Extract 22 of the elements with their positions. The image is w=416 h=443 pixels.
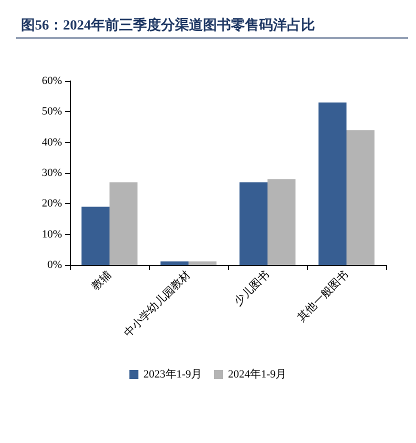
legend-label: 2024年1-9月 [228, 368, 287, 380]
bar [110, 182, 138, 265]
x-tick-label: 其他一般图书 [294, 268, 351, 324]
bar [188, 261, 216, 265]
legend-label: 2023年1-9月 [143, 368, 202, 380]
y-tick-label: 60% [42, 75, 62, 87]
x-tick-label: 教辅 [90, 268, 114, 293]
bar [268, 179, 296, 265]
y-tick-label: 30% [42, 167, 62, 179]
y-tick-label: 40% [42, 136, 62, 148]
bar [318, 102, 346, 265]
chart-title: 图56：2024年前三季度分渠道图书零售码洋占比 [21, 16, 315, 34]
y-tick-label: 10% [42, 228, 62, 240]
y-tick-label: 50% [42, 106, 62, 118]
y-tick-label: 20% [42, 198, 62, 210]
x-tick-label: 中小学幼儿园教材 [121, 268, 193, 340]
bar [346, 130, 374, 265]
y-tick-label: 0% [47, 259, 62, 271]
x-tick-label: 少儿图书 [231, 268, 272, 308]
bar [160, 261, 188, 265]
bar [240, 182, 268, 265]
bar [82, 206, 110, 265]
